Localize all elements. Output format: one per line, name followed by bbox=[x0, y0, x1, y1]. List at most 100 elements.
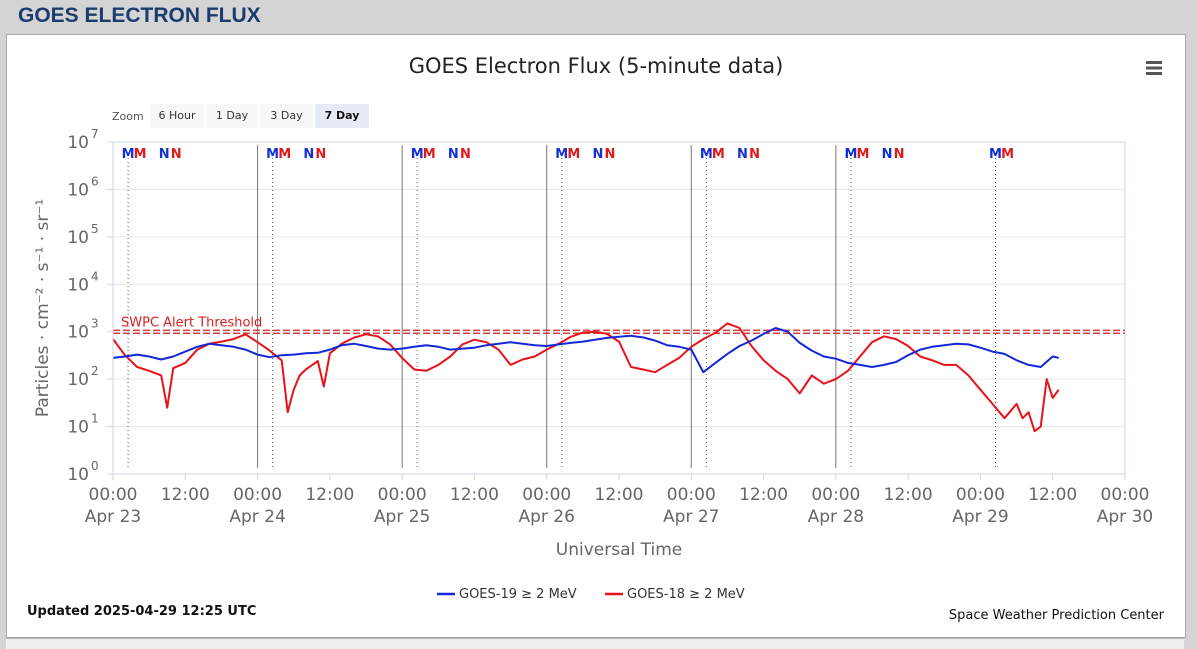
marker-n-blue: N bbox=[882, 147, 893, 162]
x-tick-date: Apr 25 bbox=[374, 507, 430, 527]
zoom-3-day-label: 3 Day bbox=[270, 109, 303, 122]
panel-bottom-bar bbox=[6, 638, 1184, 649]
chart-panel bbox=[6, 34, 1186, 638]
x-tick-date: Apr 29 bbox=[952, 507, 1008, 527]
marker-m-blue: M bbox=[989, 147, 1002, 162]
legend-label-goes19: GOES-19 ≥ 2 MeV bbox=[459, 587, 577, 602]
x-tick-date: Apr 23 bbox=[85, 507, 141, 527]
marker-n-red: N bbox=[460, 147, 471, 162]
x-tick-label: 00:00 bbox=[378, 485, 427, 505]
x-tick-date: Apr 27 bbox=[663, 507, 719, 527]
y-tick-exponent: 2 bbox=[91, 364, 99, 378]
marker-n-red: N bbox=[605, 147, 616, 162]
marker-n-red: N bbox=[749, 147, 760, 162]
marker-m-red: M bbox=[856, 147, 869, 162]
marker-m-red: M bbox=[278, 147, 291, 162]
plot-border bbox=[112, 141, 1126, 475]
zoom-6-hour-label: 6 Hour bbox=[159, 109, 196, 122]
x-tick-label: 00:00 bbox=[956, 485, 1005, 505]
legend: GOES-19 ≥ 2 MeV GOES-18 ≥ 2 MeV bbox=[437, 587, 745, 602]
x-tick-label: 00:00 bbox=[522, 485, 571, 505]
zoom-7-day-label: 7 Day bbox=[325, 109, 360, 122]
x-tick-label: 12:00 bbox=[450, 485, 499, 505]
x-tick-date: Apr 24 bbox=[229, 507, 285, 527]
marker-lines bbox=[127, 158, 996, 468]
zoom-7-day-button[interactable]: 7 Day bbox=[315, 104, 369, 128]
alert-threshold: SWPC Alert Threshold bbox=[113, 316, 1125, 334]
marker-n-blue: N bbox=[448, 147, 459, 162]
x-tick-date: Apr 30 bbox=[1097, 507, 1153, 527]
page-header: GOES ELECTRON FLUX bbox=[0, 0, 1197, 34]
threshold-label: SWPC Alert Threshold bbox=[121, 316, 262, 331]
marker-n-blue: N bbox=[303, 147, 314, 162]
x-tick-label: 00:00 bbox=[667, 485, 716, 505]
legend-item-goes19[interactable]: GOES-19 ≥ 2 MeV bbox=[437, 587, 577, 602]
chart-title: GOES Electron Flux (5-minute data) bbox=[409, 54, 784, 78]
zoom-label: Zoom bbox=[112, 110, 144, 123]
x-tick-label: 12:00 bbox=[595, 485, 644, 505]
y-tick-label: 10 bbox=[67, 370, 89, 390]
page-title: GOES ELECTRON FLUX bbox=[18, 4, 261, 27]
zoom-1-day-button[interactable]: 1 Day bbox=[206, 104, 258, 128]
y-tick-label: 10 bbox=[67, 465, 89, 485]
y-tick-label: 10 bbox=[67, 228, 89, 248]
marker-n-red: N bbox=[171, 147, 182, 162]
hamburger-menu-icon bbox=[1146, 61, 1162, 75]
marker-m-red: M bbox=[567, 147, 580, 162]
legend-item-goes18[interactable]: GOES-18 ≥ 2 MeV bbox=[605, 587, 745, 602]
marker-m-blue: M bbox=[844, 147, 857, 162]
marker-m-red: M bbox=[134, 147, 147, 162]
y-tick-exponent: 0 bbox=[91, 459, 99, 473]
x-tick-date: Apr 28 bbox=[808, 507, 864, 527]
y-tick-label: 10 bbox=[67, 323, 89, 343]
x-tick-label: 00:00 bbox=[1101, 485, 1150, 505]
marker-n-blue: N bbox=[592, 147, 603, 162]
chart-menu-button[interactable] bbox=[1138, 55, 1170, 81]
zoom-selector: Zoom 6 Hour 1 Day 3 Day 7 Day bbox=[112, 104, 369, 128]
series-line-goes18 bbox=[112, 322, 1060, 433]
y-tick-label: 10 bbox=[67, 418, 89, 438]
y-tick-exponent: 3 bbox=[91, 317, 99, 331]
y-tick-label: 10 bbox=[67, 275, 89, 295]
marker-m-blue: M bbox=[555, 147, 568, 162]
x-tick-label: 12:00 bbox=[305, 485, 354, 505]
data-series bbox=[112, 322, 1060, 433]
marker-m-blue: M bbox=[122, 147, 135, 162]
x-tick-label: 00:00 bbox=[233, 485, 282, 505]
marker-n-blue: N bbox=[737, 147, 748, 162]
series-line-goes19 bbox=[112, 327, 1059, 374]
x-tick-label: 12:00 bbox=[739, 485, 788, 505]
marker-m-red: M bbox=[423, 147, 436, 162]
day-boundary-lines bbox=[257, 145, 837, 468]
marker-m-blue: M bbox=[266, 147, 279, 162]
zoom-1-day-label: 1 Day bbox=[216, 109, 249, 122]
x-tick-label: 12:00 bbox=[1028, 485, 1077, 505]
y-tick-exponent: 5 bbox=[91, 222, 99, 236]
x-tick-label: 00:00 bbox=[89, 485, 138, 505]
x-tick-label: 12:00 bbox=[884, 485, 933, 505]
x-tick-label: 12:00 bbox=[161, 485, 210, 505]
x-axis-title: Universal Time bbox=[556, 540, 682, 560]
plot-area bbox=[112, 141, 1126, 475]
credit-text: Space Weather Prediction Center bbox=[949, 608, 1165, 623]
marker-n-red: N bbox=[894, 147, 905, 162]
grid-lines bbox=[113, 188, 1125, 428]
y-tick-label: 10 bbox=[67, 180, 89, 200]
y-axis-title: Particles · cm⁻² · s⁻¹ · sr⁻¹ bbox=[33, 199, 53, 417]
marker-m-blue: M bbox=[411, 147, 424, 162]
marker-n-red: N bbox=[315, 147, 326, 162]
y-tick-label: 10 bbox=[67, 133, 89, 153]
y-tick-exponent: 1 bbox=[91, 412, 99, 426]
x-tick-label: 00:00 bbox=[811, 485, 860, 505]
y-tick-exponent: 4 bbox=[91, 269, 99, 283]
zoom-6-hour-button[interactable]: 6 Hour bbox=[150, 104, 204, 128]
marker-m-blue: M bbox=[700, 147, 713, 162]
zoom-3-day-button[interactable]: 3 Day bbox=[260, 104, 313, 128]
marker-n-blue: N bbox=[159, 147, 170, 162]
updated-timestamp: Updated 2025-04-29 12:25 UTC bbox=[27, 604, 256, 619]
marker-m-red: M bbox=[712, 147, 725, 162]
